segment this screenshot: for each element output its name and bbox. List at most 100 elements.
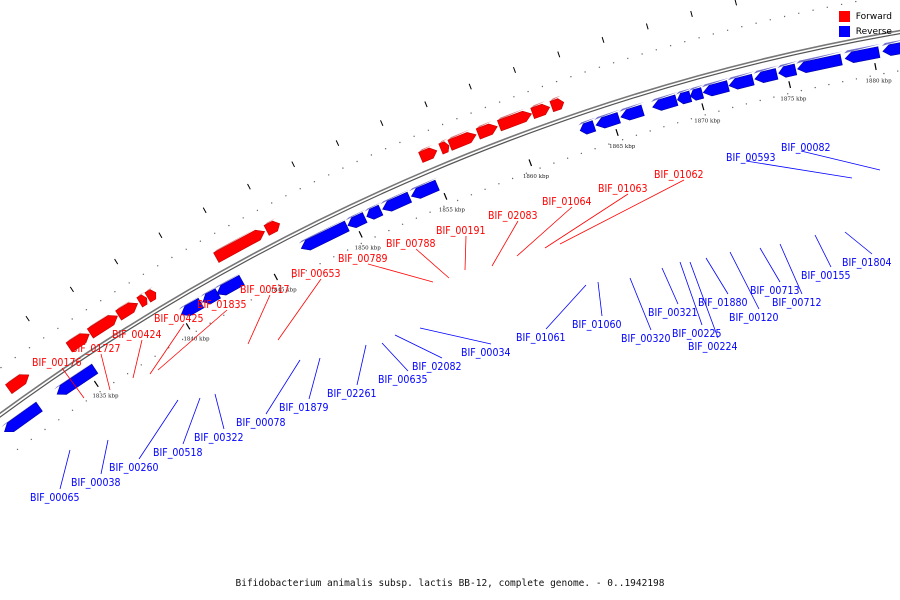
forward-gene-label: BIF_00424 bbox=[112, 329, 161, 341]
forward-gene-leader bbox=[277, 278, 322, 341]
reverse-track-dot bbox=[855, 78, 858, 80]
forward-minor-tick bbox=[424, 101, 428, 108]
forward-minor-tick bbox=[335, 140, 340, 147]
reverse-track-dot bbox=[278, 284, 280, 286]
reverse-gene-top bbox=[777, 61, 798, 68]
reverse-gene-label: BIF_02082 bbox=[412, 361, 461, 373]
reverse-gene-label: BIF_00321 bbox=[648, 307, 697, 319]
forward-gene-top bbox=[144, 286, 154, 293]
reverse-gene-top bbox=[619, 102, 645, 112]
forward-minor-tick bbox=[69, 286, 74, 293]
forward-track-dot bbox=[655, 49, 657, 51]
reverse-track-dot bbox=[429, 211, 431, 213]
forward-gene bbox=[136, 294, 148, 308]
reverse-track-dot bbox=[250, 299, 252, 301]
forward-gene-label: BIF_02083 bbox=[488, 210, 537, 222]
forward-track-dot bbox=[28, 347, 31, 349]
reverse-gene-label: BIF_00082 bbox=[781, 142, 830, 154]
reverse-gene-leader bbox=[679, 261, 703, 326]
reverse-track-dot bbox=[800, 89, 803, 92]
reverse-track-dot bbox=[621, 139, 624, 141]
reverse-track-dot bbox=[71, 409, 74, 411]
reverse-track-dot bbox=[635, 134, 638, 136]
forward-track-dot bbox=[328, 174, 330, 176]
forward-track-dot bbox=[399, 141, 401, 144]
forward-gene-label: BIF_01835 bbox=[197, 299, 246, 311]
reverse-gene-leader bbox=[545, 284, 587, 330]
reverse-track-dot bbox=[443, 205, 445, 207]
forward-gene-leader bbox=[559, 179, 685, 245]
reverse-track-dot bbox=[30, 438, 32, 441]
forward-track-dot bbox=[228, 224, 230, 227]
reverse-gene-label: BIF_01804 bbox=[842, 257, 891, 269]
forward-gene-leader bbox=[100, 353, 111, 391]
reverse-gene-label: BIF_00065 bbox=[30, 492, 79, 504]
reverse-gene-leader bbox=[138, 399, 179, 460]
scale-label: 1835 kbp bbox=[92, 394, 119, 400]
forward-gene-label: BIF_00191 bbox=[436, 225, 485, 237]
forward-gene-top bbox=[264, 218, 276, 226]
reverse-track-dot bbox=[663, 126, 665, 128]
forward-track-dot bbox=[57, 327, 59, 330]
reverse-gene-leader bbox=[394, 334, 443, 359]
reverse-gene-leader bbox=[214, 393, 225, 430]
reverse-gene bbox=[4, 401, 43, 433]
forward-track-dot bbox=[456, 118, 458, 120]
reverse-track-dot bbox=[897, 70, 899, 72]
reverse-gene bbox=[844, 46, 881, 63]
reverse-track-dot bbox=[264, 291, 266, 294]
forward-track-dot bbox=[541, 85, 544, 88]
reverse-gene bbox=[689, 87, 705, 101]
forward-minor-tick bbox=[734, 0, 738, 6]
reverse-gene bbox=[728, 73, 755, 90]
reverse-track-dot bbox=[649, 130, 651, 132]
reverse-gene-label: BIF_00712 bbox=[772, 297, 821, 309]
reverse-gene bbox=[579, 120, 597, 135]
reverse-gene-leader bbox=[705, 257, 729, 295]
reverse-track-dot bbox=[608, 143, 610, 145]
forward-track-dot bbox=[612, 62, 615, 64]
forward-minor-tick bbox=[158, 232, 163, 239]
forward-track-dot bbox=[142, 273, 145, 275]
scale-label: 1875 kbp bbox=[780, 97, 807, 103]
reverse-gene-label: BIF_00120 bbox=[729, 312, 778, 324]
scale-tick bbox=[185, 322, 191, 330]
forward-gene-leader bbox=[367, 263, 434, 283]
legend-forward: Forward bbox=[838, 9, 892, 24]
forward-gene-top bbox=[136, 291, 145, 298]
forward-track-dot bbox=[741, 26, 743, 28]
forward-gene bbox=[549, 98, 565, 113]
reverse-track-dot bbox=[773, 96, 775, 98]
scale-tick bbox=[273, 273, 279, 281]
forward-track-dot bbox=[570, 76, 572, 78]
forward-track-dot bbox=[598, 66, 601, 69]
reverse-track-dot bbox=[759, 99, 761, 102]
reverse-track-dot bbox=[333, 256, 335, 258]
forward-track-dot bbox=[0, 366, 2, 369]
forward-minor-tick bbox=[25, 315, 30, 322]
genome-caption: Bifidobacterium animalis subsp. lactis B… bbox=[235, 578, 665, 589]
reverse-gene-label: BIF_01879 bbox=[279, 402, 328, 414]
forward-track-dot bbox=[71, 318, 73, 320]
reverse-gene bbox=[595, 112, 621, 129]
forward-gene-top bbox=[438, 138, 448, 144]
reverse-gene-leader bbox=[381, 342, 409, 372]
reverse-track-dot bbox=[223, 314, 225, 316]
reverse-track-dot bbox=[690, 118, 693, 120]
forward-track-dot bbox=[584, 71, 586, 73]
forward-gene-top bbox=[66, 330, 83, 343]
reverse-track-dot bbox=[58, 419, 60, 421]
reverse-gene-leader bbox=[800, 150, 881, 171]
reverse-gene bbox=[797, 53, 843, 73]
reverse-gene-label: BIF_02261 bbox=[327, 388, 376, 400]
legend: Forward Reverse bbox=[838, 9, 892, 39]
forward-gene-label: BIF_00425 bbox=[154, 313, 203, 325]
reverse-track-dot bbox=[195, 330, 197, 332]
forward-track-dot bbox=[185, 248, 187, 250]
reverse-gene-label: BIF_00518 bbox=[153, 447, 202, 459]
forward-track-dot bbox=[826, 6, 828, 8]
reverse-gene-label: BIF_00038 bbox=[71, 477, 120, 489]
reverse-gene-top bbox=[364, 202, 382, 212]
forward-track-dot bbox=[669, 45, 672, 47]
